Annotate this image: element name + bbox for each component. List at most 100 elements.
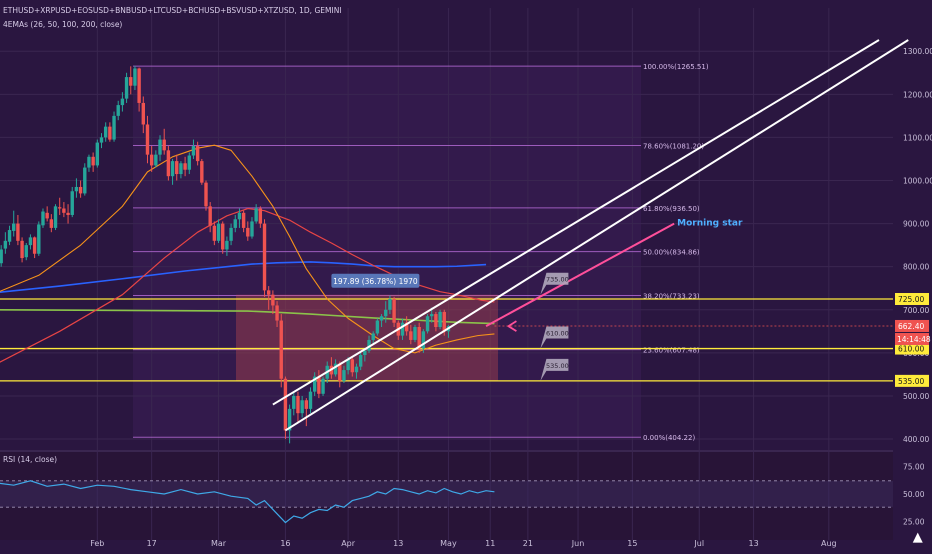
- candle-body: [62, 208, 66, 213]
- candle-body: [78, 186, 83, 194]
- fib-level-label: 23.60%(607.48): [643, 347, 700, 355]
- x-tick-label: Jul: [693, 539, 704, 548]
- candle-body: [342, 370, 346, 381]
- x-tick-label: 15: [627, 539, 637, 548]
- candle-body: [24, 245, 28, 258]
- candle-body: [442, 311, 446, 332]
- candle-body: [216, 223, 221, 241]
- candle-body: [70, 191, 74, 215]
- channel-line: [272, 39, 880, 406]
- candle-body: [287, 408, 292, 431]
- y-tick-label: 1200.00: [903, 90, 932, 99]
- x-tick-label: May: [440, 539, 457, 548]
- channel-line: [284, 39, 909, 432]
- candle-body: [141, 102, 145, 125]
- candle-body: [87, 156, 91, 168]
- x-tick-label: 13: [748, 539, 758, 548]
- x-tick-label: 16: [280, 539, 290, 548]
- candle-body: [95, 142, 100, 166]
- candle-body: [350, 359, 354, 373]
- candle-body: [3, 240, 8, 249]
- candle-body: [208, 206, 212, 226]
- x-tick-label: Feb: [90, 539, 104, 548]
- rsi-y-tick-label: 25.00: [903, 518, 925, 527]
- candle-body: [191, 146, 196, 156]
- level-price-text: 725.00: [898, 295, 924, 304]
- candle-body: [267, 290, 271, 295]
- candle-body: [124, 77, 129, 99]
- candle-body: [404, 322, 409, 332]
- callout-label: 735.00: [546, 276, 569, 284]
- y-tick-label: 700.00: [903, 306, 929, 315]
- measure-box: [331, 273, 420, 288]
- candle-body: [371, 333, 375, 340]
- y-tick-label: 1100.00: [903, 133, 932, 142]
- candle-body: [300, 400, 304, 414]
- candle-body: [53, 206, 58, 228]
- candle-body: [32, 237, 37, 254]
- candle-body: [434, 314, 438, 328]
- candle-body: [91, 156, 95, 166]
- candle-body: [346, 359, 350, 371]
- candle-body: [409, 331, 413, 340]
- candle-body: [421, 331, 426, 349]
- candle-body: [28, 237, 33, 246]
- candle-body: [363, 350, 367, 356]
- ema-26-line: [0, 144, 495, 354]
- candle-body: [162, 139, 166, 151]
- candle-body: [425, 316, 430, 332]
- candle-body: [312, 376, 317, 392]
- candle-body: [200, 161, 204, 183]
- candle-body: [413, 327, 417, 340]
- candle-body: [258, 208, 263, 224]
- candle-body: [45, 212, 49, 219]
- candle-body: [333, 363, 338, 375]
- level-price-text: 610.00: [898, 345, 924, 354]
- x-tick-label: Aug: [821, 539, 837, 548]
- candle-body: [175, 161, 179, 175]
- candle-body: [338, 363, 342, 381]
- level-price-tag: [895, 342, 929, 355]
- rsi-y-tick-label: 75.00: [903, 463, 925, 472]
- rsi-line: [0, 480, 495, 524]
- candle-body: [304, 400, 309, 409]
- candle-body: [262, 223, 267, 291]
- level-price-tag: [895, 292, 929, 305]
- x-tick-label: Apr: [341, 539, 356, 548]
- candle-body: [296, 395, 300, 414]
- candle-body: [37, 224, 41, 254]
- candle-body: [229, 227, 233, 241]
- candle-body: [116, 105, 120, 116]
- fib-level-label: 38.20%(733.23): [643, 292, 700, 300]
- rsi-band: [0, 480, 893, 508]
- candle-body: [103, 126, 108, 138]
- candle-body: [392, 298, 396, 323]
- level-price-text: 535.00: [898, 377, 924, 386]
- countdown-tag: [895, 332, 929, 345]
- x-tick-label: 21: [523, 539, 533, 548]
- candle-body: [225, 240, 229, 250]
- candle-body: [83, 167, 87, 194]
- callout-label: 535.00: [546, 362, 569, 370]
- level-price-tag: [895, 374, 929, 387]
- candle-body: [16, 223, 20, 241]
- candle-body: [384, 309, 388, 317]
- projection-line: [485, 222, 675, 328]
- candle-body: [158, 139, 162, 155]
- indicator-legend[interactable]: 4EMAs (26, 50, 100, 200, close): [3, 20, 123, 29]
- candle-body: [129, 77, 133, 86]
- fib-level-label: 0.00%(404.22): [643, 434, 695, 442]
- candle-body: [321, 378, 325, 394]
- rsi-y-tick-label: 50.00: [903, 490, 925, 499]
- x-tick-label: 11: [485, 539, 495, 548]
- candle-body: [49, 219, 54, 228]
- callout-bubble: [540, 326, 569, 349]
- tradingview-logo-icon: ▲: [912, 530, 923, 545]
- y-tick-label: 1300.00: [903, 47, 932, 56]
- candle-body: [133, 68, 137, 86]
- candle-body: [292, 395, 296, 409]
- candle-body: [0, 249, 3, 264]
- candle-body: [137, 68, 141, 103]
